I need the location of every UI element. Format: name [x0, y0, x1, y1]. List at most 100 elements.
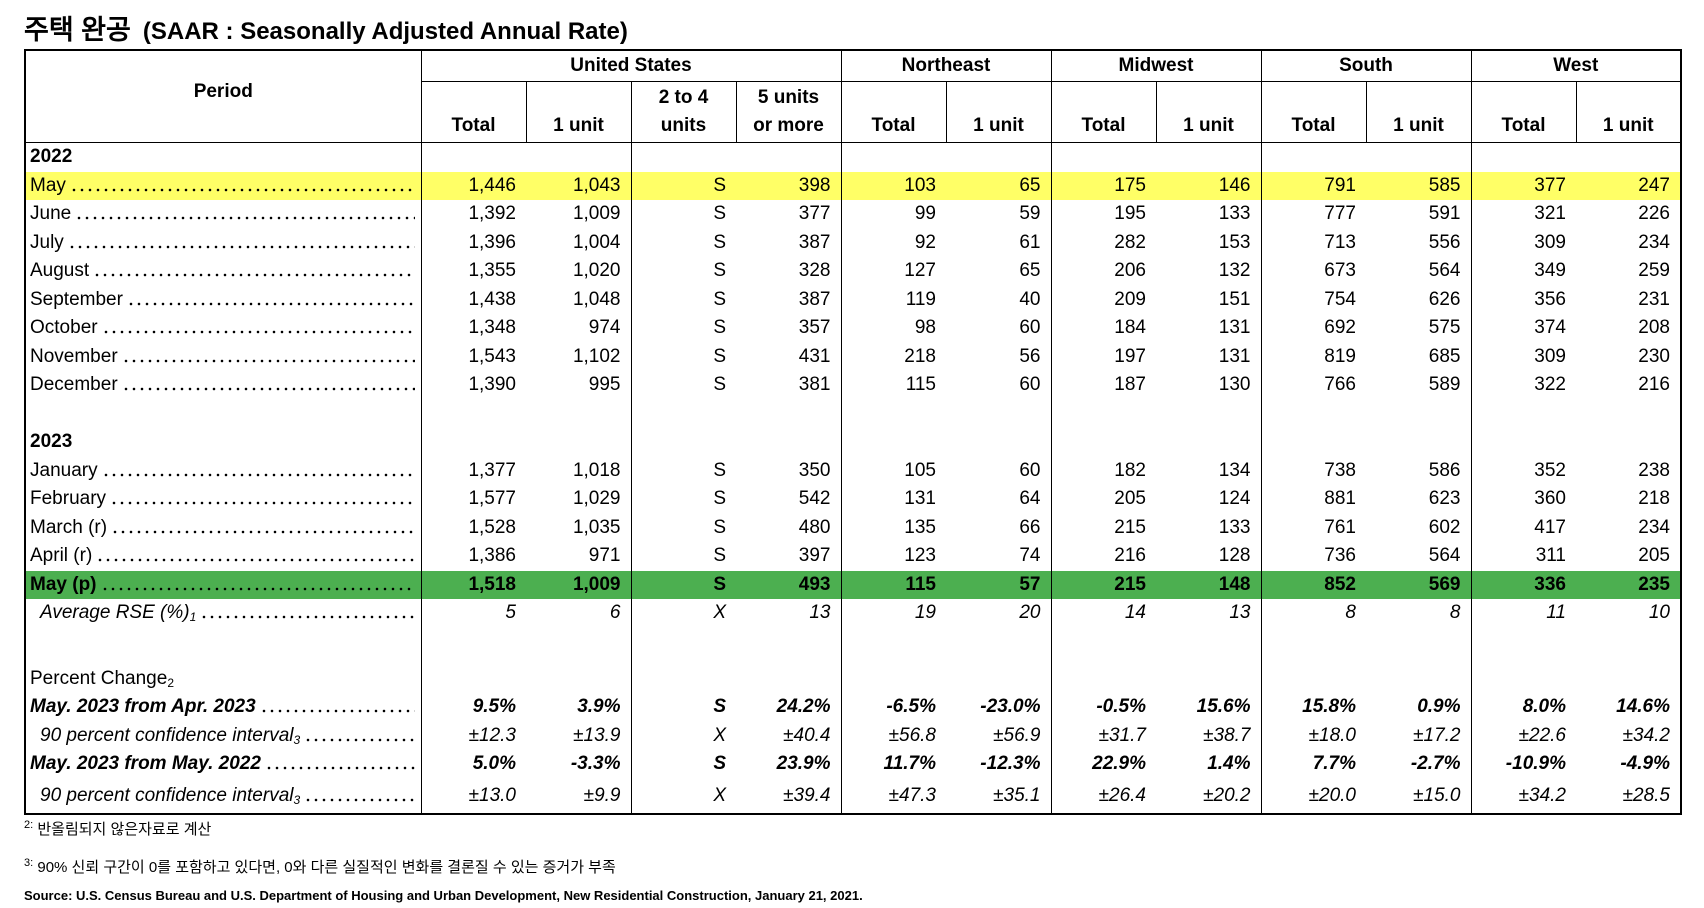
value-cell: 215: [1114, 573, 1146, 595]
value-cell: ±13.0: [468, 784, 516, 806]
value-cell: 133: [1156, 200, 1262, 229]
label-text: February: [30, 488, 107, 510]
label: November: [30, 346, 417, 368]
label: February: [30, 488, 417, 510]
value-cell: 105: [904, 459, 936, 481]
period-cell: March (r): [25, 513, 422, 542]
data-row: July 1,396 1,004 S 387 92 61 282 153 713 556 309 234: [25, 228, 1682, 257]
period-cell: November: [25, 342, 422, 371]
value-cell: 542: [736, 485, 842, 514]
leader-dots: [121, 355, 415, 364]
data-row: September 1,438 1,048 S 387 119 40 209 151 754 626…: [25, 285, 1682, 314]
period-cell: August: [25, 257, 422, 286]
value-cell: 182: [1114, 459, 1146, 481]
value-cell: 5.0%: [472, 753, 516, 775]
empty-cell: [1261, 143, 1366, 172]
value-cell: 360: [1534, 488, 1566, 510]
value-cell: 819: [1324, 345, 1356, 367]
leader-dots: [126, 298, 415, 307]
empty-cell: [526, 627, 632, 665]
data-row: August 1,355 1,020 S 328 127 65 206 132 673 564 349…: [25, 257, 1682, 286]
label: Average RSE (%) 1: [30, 602, 417, 624]
value-cell: 1,392: [468, 203, 516, 225]
label: December: [30, 374, 417, 396]
value-cell: ±47.3: [888, 784, 936, 806]
empty-cell: [1576, 428, 1682, 457]
value-cell: 685: [1366, 342, 1472, 371]
value-cell: 1,446: [468, 174, 516, 196]
empty-cell: [631, 628, 736, 665]
data-row: February 1,577 1,029 S 542 131 64 205 124 881 623 3…: [25, 485, 1682, 514]
value-cell: ±38.7: [1156, 721, 1262, 750]
leader-dots: [101, 469, 415, 478]
value-cell: 14.6%: [1576, 693, 1682, 722]
value-cell: 431: [736, 342, 842, 371]
value-cell: 115: [905, 374, 936, 396]
data-row: December 1,390 995 S 381 115 60 187 130 766 589 322…: [25, 371, 1682, 400]
column-header-line: 2 to 4: [658, 87, 709, 108]
footnote-mark: 2:: [24, 819, 34, 831]
change-row: 90 percent confidence interval 3 ±13.0 ±9.9…: [25, 778, 1682, 814]
period-cell: May (p): [25, 570, 422, 599]
value-cell: 493: [736, 570, 842, 599]
column-header: Total: [1051, 81, 1157, 143]
empty-cell: [421, 400, 526, 429]
label-text: 2022: [30, 146, 73, 168]
label: August: [30, 260, 417, 282]
value-cell: 10: [1576, 599, 1682, 628]
label-text: Percent Change: [30, 667, 168, 689]
data-row: April (r) 1,386 971 S 397 123 74 216 128 736 564 31…: [25, 542, 1682, 571]
empty-cell: [1576, 664, 1682, 693]
value-cell: 1,386: [468, 545, 516, 567]
empty-cell: [1156, 428, 1262, 457]
value-cell: ±28.5: [1576, 778, 1682, 814]
value-cell: 1,009: [526, 570, 632, 599]
value-cell: 146: [1156, 171, 1262, 200]
value-cell: 134: [1156, 456, 1262, 485]
empty-cell: [736, 399, 842, 428]
empty-cell: [841, 665, 946, 694]
value-cell: 387: [736, 285, 842, 314]
value-cell: 195: [1114, 203, 1146, 225]
empty-cell: [1156, 664, 1262, 693]
value-cell: 131: [1156, 342, 1262, 371]
value-cell: -3.3%: [526, 750, 632, 779]
spacer-row: [25, 627, 1682, 665]
label-text: April (r): [30, 545, 93, 567]
value-cell: 187: [1114, 374, 1146, 396]
period-cell: 90 percent confidence interval 3: [25, 721, 422, 750]
value-cell: 564: [1366, 542, 1472, 571]
value-cell: ±22.6: [1518, 724, 1566, 746]
value-cell: 6: [526, 599, 632, 628]
empty-cell: [421, 665, 526, 694]
value-cell: 1,390: [468, 374, 516, 396]
value-cell: 387: [736, 228, 842, 257]
value-cell: ±9.9: [526, 778, 632, 814]
value-cell: ±26.4: [1098, 784, 1146, 806]
leader-dots: [200, 612, 415, 621]
column-header: Total: [1471, 81, 1577, 143]
value-cell: 11.7%: [883, 753, 936, 775]
value-cell: 64: [946, 485, 1052, 514]
column-header-line: 1 unit: [1183, 115, 1234, 136]
label: May (p): [30, 574, 417, 596]
footnote-text: 반올림되지 않은자료로 계산: [37, 821, 212, 838]
empty-cell: [841, 143, 946, 172]
value-cell: 791: [1324, 174, 1356, 196]
rse-row: Average RSE (%) 1 5 6 X 13 19 20 14 13 8 8 11 10: [25, 599, 1682, 628]
value-cell: 8: [1366, 599, 1472, 628]
value-cell: 0.9%: [1366, 693, 1472, 722]
value-cell: 766: [1324, 374, 1356, 396]
empty-cell: [421, 628, 526, 665]
title-block: 주택 완공 (SAAR : Seasonally Adjusted Annual …: [24, 8, 628, 47]
column-header-line: Total: [1291, 115, 1336, 136]
label: January: [30, 460, 417, 482]
value-cell: ±18.0: [1308, 724, 1356, 746]
label: 2022: [30, 146, 417, 168]
label: July: [30, 232, 417, 254]
value-cell: 234: [1576, 513, 1682, 542]
empty-cell: [631, 400, 736, 429]
value-cell: 124: [1156, 485, 1262, 514]
value-cell: ±13.9: [526, 721, 632, 750]
period-cell: 2023: [25, 428, 422, 457]
